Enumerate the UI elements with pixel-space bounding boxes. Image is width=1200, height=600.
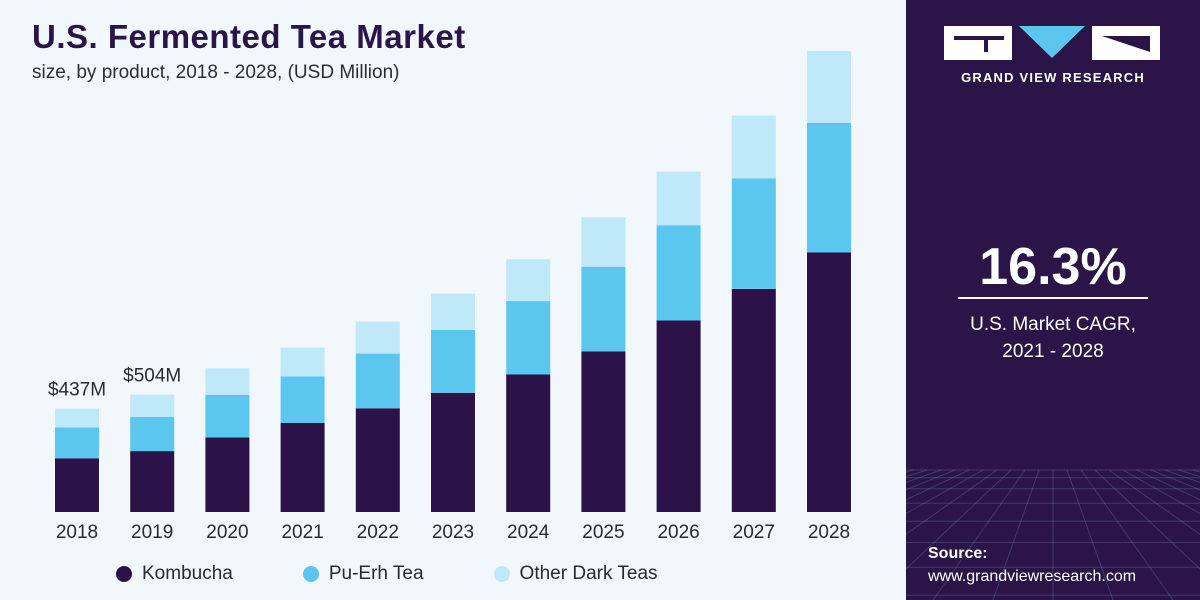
data-label-2019: $504M (123, 366, 181, 387)
gvr-logo-icon (944, 26, 1160, 60)
bar-pu-erh-tea-2025 (581, 266, 626, 352)
info-sidebar: GRAND VIEW RESEARCH 16.3% U.S. Market CA… (906, 0, 1200, 600)
x-tick-label-2023: 2023 (432, 522, 474, 543)
bar-other-dark-teas-2021 (280, 347, 325, 377)
legend-item-other-dark-teas: Other Dark Teas (493, 563, 658, 585)
bar-pu-erh-tea-2027 (731, 178, 776, 289)
cagr-label-line1: U.S. Market CAGR, (970, 314, 1136, 335)
chart-title: U.S. Fermented Tea Market (32, 18, 466, 55)
x-tick-label-2025: 2025 (582, 522, 624, 543)
bar-kombucha-2026 (656, 320, 701, 512)
bar-kombucha-2028 (807, 252, 851, 512)
cagr-label: U.S. Market CAGR, 2021 - 2028 (906, 311, 1200, 365)
bar-pu-erh-tea-2020 (205, 394, 250, 438)
bar-pu-erh-tea-2019 (130, 417, 175, 452)
bar-other-dark-teas-2026 (656, 171, 701, 226)
bar-pu-erh-tea-2024 (506, 301, 551, 375)
x-tick-label-2020: 2020 (206, 522, 248, 543)
bar-pu-erh-tea-2026 (656, 225, 701, 321)
bar-kombucha-2022 (355, 408, 400, 512)
bar-other-dark-teas-2027 (731, 115, 776, 179)
x-tick-label-2018: 2018 (56, 522, 98, 543)
legend-swatch-pu-erh-tea (302, 566, 319, 582)
data-label-2018: $437M (48, 380, 106, 401)
brand-name: GRAND VIEW RESEARCH (961, 70, 1145, 85)
chart-subtitle: size, by product, 2018 - 2028, (USD Mill… (32, 62, 400, 83)
x-tick-label-2026: 2026 (657, 522, 699, 543)
source-label: Source: (928, 545, 988, 562)
bar-kombucha-2021 (280, 422, 325, 512)
cagr-divider (958, 297, 1148, 299)
legend-label-kombucha: Kombucha (142, 563, 233, 584)
bar-kombucha-2018 (55, 458, 99, 512)
x-tick-label-2019: 2019 (131, 522, 173, 543)
cagr-value: 16.3% (979, 238, 1127, 296)
bar-pu-erh-tea-2021 (280, 376, 325, 423)
perspective-grid-graphic (906, 469, 1200, 600)
stacked-bar-chart: 2018 $437M 2019 $504M 2020 2021 2022 2023 2024 20… (48, 50, 851, 543)
bar-other-dark-teas-2025 (581, 217, 626, 267)
bar-pu-erh-tea-2028 (807, 122, 851, 253)
bar-kombucha-2019 (130, 451, 175, 512)
x-tick-label-2028: 2028 (808, 522, 850, 543)
bar-other-dark-teas-2018 (55, 408, 99, 428)
bar-kombucha-2027 (731, 288, 776, 512)
bar-other-dark-teas-2028 (807, 50, 851, 123)
legend-item-kombucha: Kombucha (116, 563, 233, 585)
bar-pu-erh-tea-2018 (55, 427, 99, 459)
bar-kombucha-2025 (581, 351, 626, 512)
bar-other-dark-teas-2022 (355, 321, 400, 354)
chart-legend: Kombucha Pu-Erh Tea Other Dark Teas (116, 563, 658, 585)
bar-kombucha-2023 (431, 392, 475, 512)
bar-other-dark-teas-2023 (431, 293, 475, 330)
x-tick-label-2027: 2027 (733, 522, 775, 543)
bar-pu-erh-tea-2022 (355, 353, 400, 409)
chart-panel: U.S. Fermented Tea Market size, by produ… (0, 0, 906, 600)
bar-other-dark-teas-2024 (506, 259, 551, 302)
legend-swatch-other-dark-teas (493, 566, 510, 582)
source-link[interactable]: www.grandviewresearch.com (928, 568, 1137, 585)
x-tick-label-2024: 2024 (507, 522, 550, 543)
legend-item-pu-erh-tea: Pu-Erh Tea (302, 563, 424, 585)
cagr-label-line2: 2021 - 2028 (1002, 341, 1104, 362)
bar-kombucha-2024 (506, 374, 551, 512)
legend-label-other-dark-teas: Other Dark Teas (519, 563, 658, 584)
legend-label-pu-erh-tea: Pu-Erh Tea (328, 563, 424, 584)
x-tick-label-2021: 2021 (281, 522, 323, 543)
bar-kombucha-2020 (205, 437, 250, 512)
bar-pu-erh-tea-2023 (431, 329, 475, 393)
x-tick-label-2022: 2022 (357, 522, 399, 543)
legend-swatch-kombucha (116, 566, 132, 582)
bar-other-dark-teas-2019 (130, 394, 175, 417)
bar-other-dark-teas-2020 (205, 368, 250, 395)
